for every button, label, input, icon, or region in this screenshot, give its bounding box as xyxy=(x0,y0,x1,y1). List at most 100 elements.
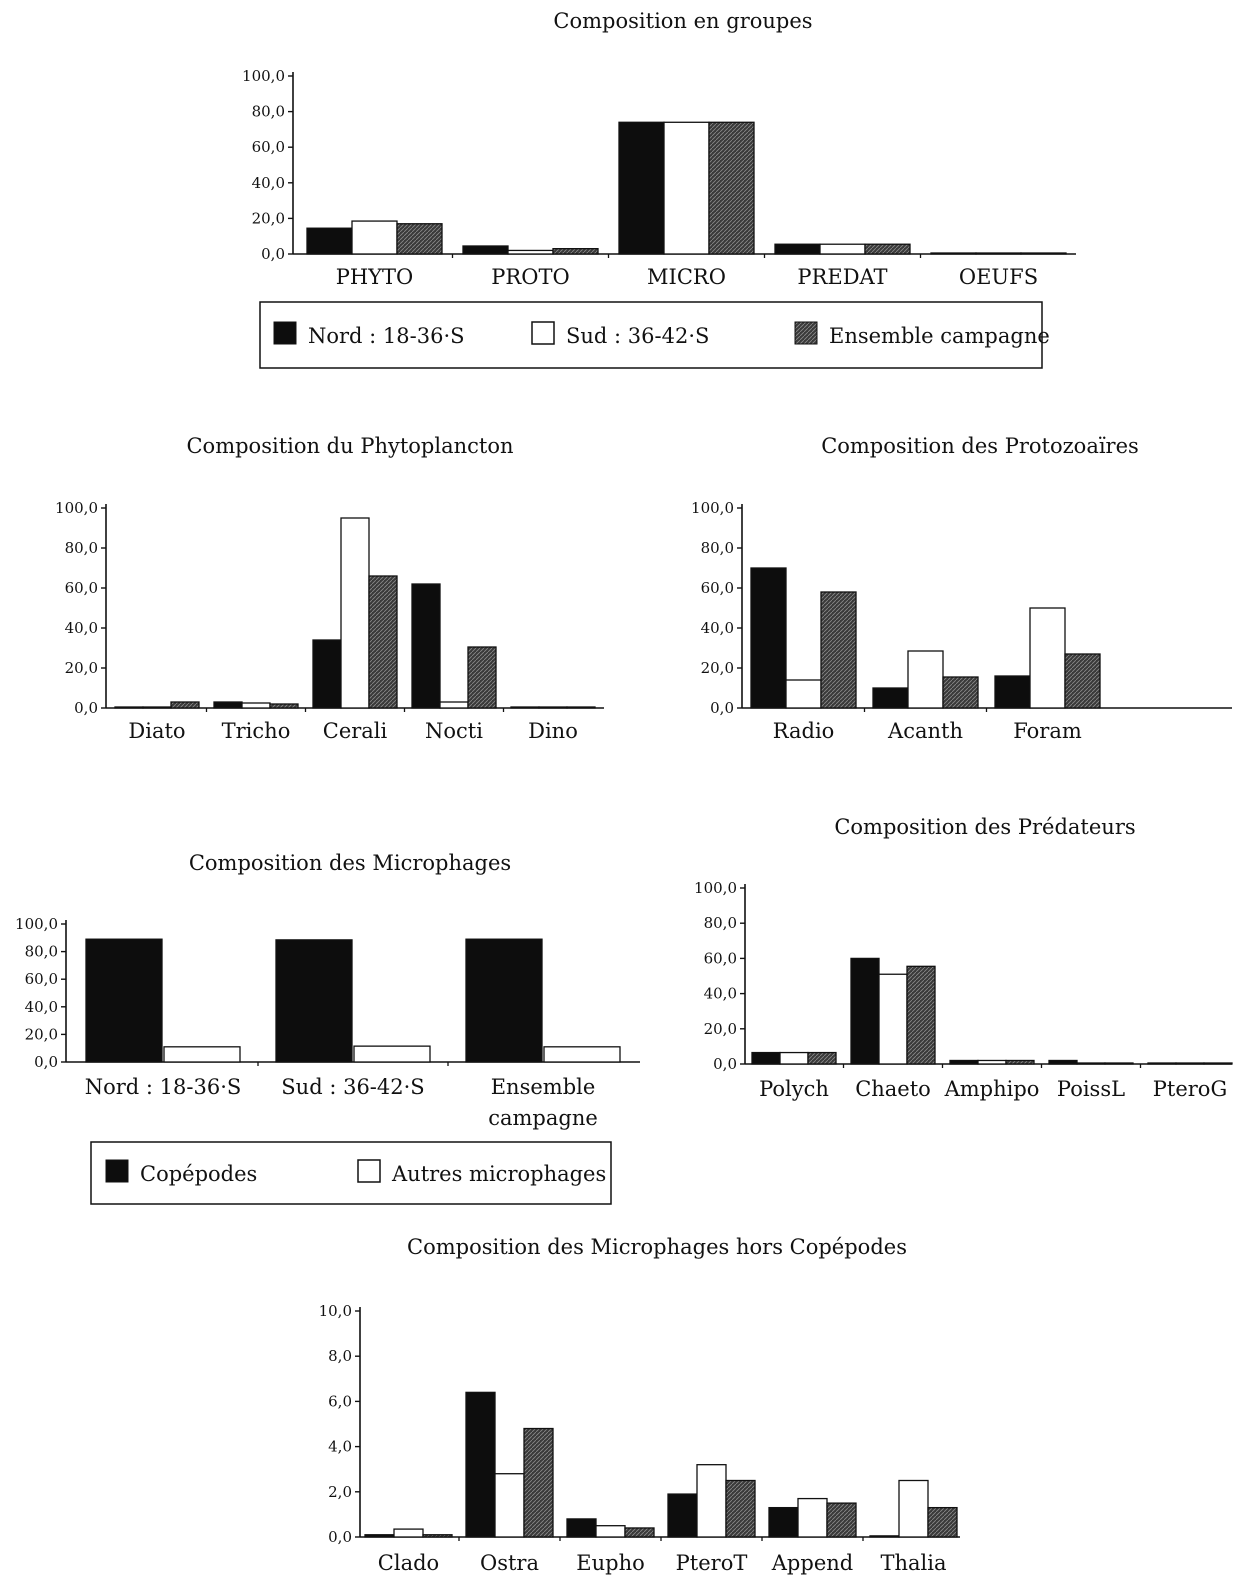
legend-label-ensemble: Ensemble campagne xyxy=(829,324,1050,348)
bar-groupes-4-0 xyxy=(930,252,977,255)
bar-groupes-1-0 xyxy=(462,245,509,255)
bar-hors-2-2 xyxy=(624,1527,655,1538)
legend-label-nord: Nord : 18-36·S xyxy=(308,324,465,348)
y-tick-label: 4,0 xyxy=(328,1438,352,1456)
bar-microphages-1-1 xyxy=(353,1045,431,1063)
category-label: Dino xyxy=(528,719,578,743)
chart-microphages: Composition des Microphages 0,0 20,0 40,0 6… xyxy=(15,851,640,1130)
category-label: Append xyxy=(771,1551,853,1575)
chart-title-groupes: Composition en groupes xyxy=(553,9,812,33)
chart-groupes: Composition en groupes 0,0 20,0 40,0 60,0 80… xyxy=(242,9,1076,289)
bar-proto-2-2 xyxy=(1064,653,1101,709)
chart-hors: Composition des Microphages hors Copépod… xyxy=(319,1235,960,1575)
bar-groupes-4-1 xyxy=(975,252,1022,255)
bar-hors-5-0 xyxy=(869,1535,900,1538)
chart-proto: Composition des Protozoaïres 0,0 20,0 40,0… xyxy=(691,434,1232,743)
bar-proto-1-2 xyxy=(942,676,979,709)
bar-groupes-1-2 xyxy=(552,248,599,255)
chart-title-phyto: Composition du Phytoplancton xyxy=(186,434,513,458)
category-label: Diato xyxy=(128,719,185,743)
bar-phyto-3-1 xyxy=(439,701,469,709)
category-label: PoissL xyxy=(1057,1077,1125,1101)
y-tick-label: 40,0 xyxy=(252,174,285,192)
bar-groupes-3-2 xyxy=(864,243,911,255)
category-label: Clado xyxy=(378,1551,439,1575)
legend-swatch-nord xyxy=(273,321,297,345)
bar-predateurs-1-1 xyxy=(878,973,908,1065)
category-label: Cerali xyxy=(323,719,388,743)
bar-hors-4-1 xyxy=(797,1497,828,1538)
y-tick-label: 80,0 xyxy=(701,539,734,557)
y-tick-label: 20,0 xyxy=(252,209,285,227)
bar-phyto-1-1 xyxy=(241,702,271,709)
bar-groupes-3-0 xyxy=(774,243,821,255)
bar-phyto-2-0 xyxy=(312,639,342,709)
y-tick-label: 2,0 xyxy=(328,1483,352,1501)
category-label: Nocti xyxy=(425,719,483,743)
legend-swatch-autres xyxy=(357,1159,381,1183)
bar-hors-2-1 xyxy=(595,1525,626,1538)
bar-phyto-0-0 xyxy=(114,706,144,709)
y-tick-label: 0,0 xyxy=(261,245,285,263)
bar-microphages-0-0 xyxy=(85,938,163,1063)
bar-microphages-2-1 xyxy=(543,1046,621,1063)
y-tick-label: 0,0 xyxy=(34,1053,58,1071)
category-label: Amphipo xyxy=(944,1077,1040,1101)
chart-title-microphages: Composition des Microphages xyxy=(189,851,511,875)
bar-hors-5-2 xyxy=(927,1506,958,1538)
bar-proto-2-1 xyxy=(1029,607,1066,709)
bar-groupes-2-1 xyxy=(663,121,710,255)
bar-phyto-1-2 xyxy=(269,703,299,709)
y-tick-label: 80,0 xyxy=(65,539,98,557)
y-tick-label: 60,0 xyxy=(701,579,734,597)
bar-predateurs-4-1 xyxy=(1175,1062,1205,1065)
bar-predateurs-2-0 xyxy=(949,1059,979,1065)
bar-proto-0-1 xyxy=(785,679,822,709)
chart-title-predateurs: Composition des Prédateurs xyxy=(834,815,1135,839)
category-label: PREDAT xyxy=(797,265,887,289)
y-tick-label: 20,0 xyxy=(25,1025,58,1043)
y-tick-label: 40,0 xyxy=(25,998,58,1016)
category-label: Ostra xyxy=(480,1551,539,1575)
y-tick-label: 6,0 xyxy=(328,1392,352,1410)
category-label: Ensemble campagne xyxy=(488,1075,598,1130)
legend-label-sud: Sud : 36-42·S xyxy=(566,324,709,348)
bar-phyto-0-2 xyxy=(170,701,200,709)
y-tick-label: 100,0 xyxy=(55,499,98,517)
y-tick-label: 0,0 xyxy=(713,1055,737,1073)
chart-title-hors: Composition des Microphages hors Copépod… xyxy=(407,1235,907,1259)
chart-title-proto: Composition des Protozoaïres xyxy=(821,434,1139,458)
bar-hors-0-1 xyxy=(393,1528,424,1538)
category-label: Eupho xyxy=(576,1551,644,1575)
y-tick-label: 100,0 xyxy=(694,879,737,897)
bar-predateurs-3-0 xyxy=(1048,1059,1078,1065)
bar-predateurs-1-2 xyxy=(906,965,936,1065)
y-tick-label: 10,0 xyxy=(319,1302,352,1320)
category-label: Tricho xyxy=(222,719,291,743)
bar-proto-2-0 xyxy=(994,675,1031,709)
category-label: Radio xyxy=(773,719,835,743)
bar-phyto-4-2 xyxy=(566,706,596,709)
legend-microphages-frame xyxy=(90,1141,612,1205)
bar-hors-3-0 xyxy=(667,1493,698,1538)
category-label: OEUFS xyxy=(959,265,1038,289)
bar-predateurs-4-0 xyxy=(1147,1062,1177,1065)
legend-swatch-ensemble xyxy=(794,321,818,345)
category-label: PteroG xyxy=(1153,1077,1227,1101)
legend-label-autres: Autres microphages xyxy=(391,1162,606,1186)
category-label: Polych xyxy=(759,1077,829,1101)
bar-microphages-0-1 xyxy=(163,1046,241,1063)
bar-microphages-2-0 xyxy=(465,938,543,1063)
bar-predateurs-0-1 xyxy=(779,1051,809,1065)
bar-phyto-0-1 xyxy=(142,706,172,709)
bar-groupes-2-2 xyxy=(708,121,755,255)
bar-proto-0-0 xyxy=(750,567,787,709)
bar-hors-1-1 xyxy=(494,1473,525,1538)
bar-phyto-2-1 xyxy=(340,517,370,709)
bar-phyto-4-1 xyxy=(538,706,568,709)
bar-groupes-3-1 xyxy=(819,243,866,255)
y-tick-label: 8,0 xyxy=(328,1347,352,1365)
category-label: Thalia xyxy=(880,1551,946,1575)
category-label: MICRO xyxy=(647,265,726,289)
